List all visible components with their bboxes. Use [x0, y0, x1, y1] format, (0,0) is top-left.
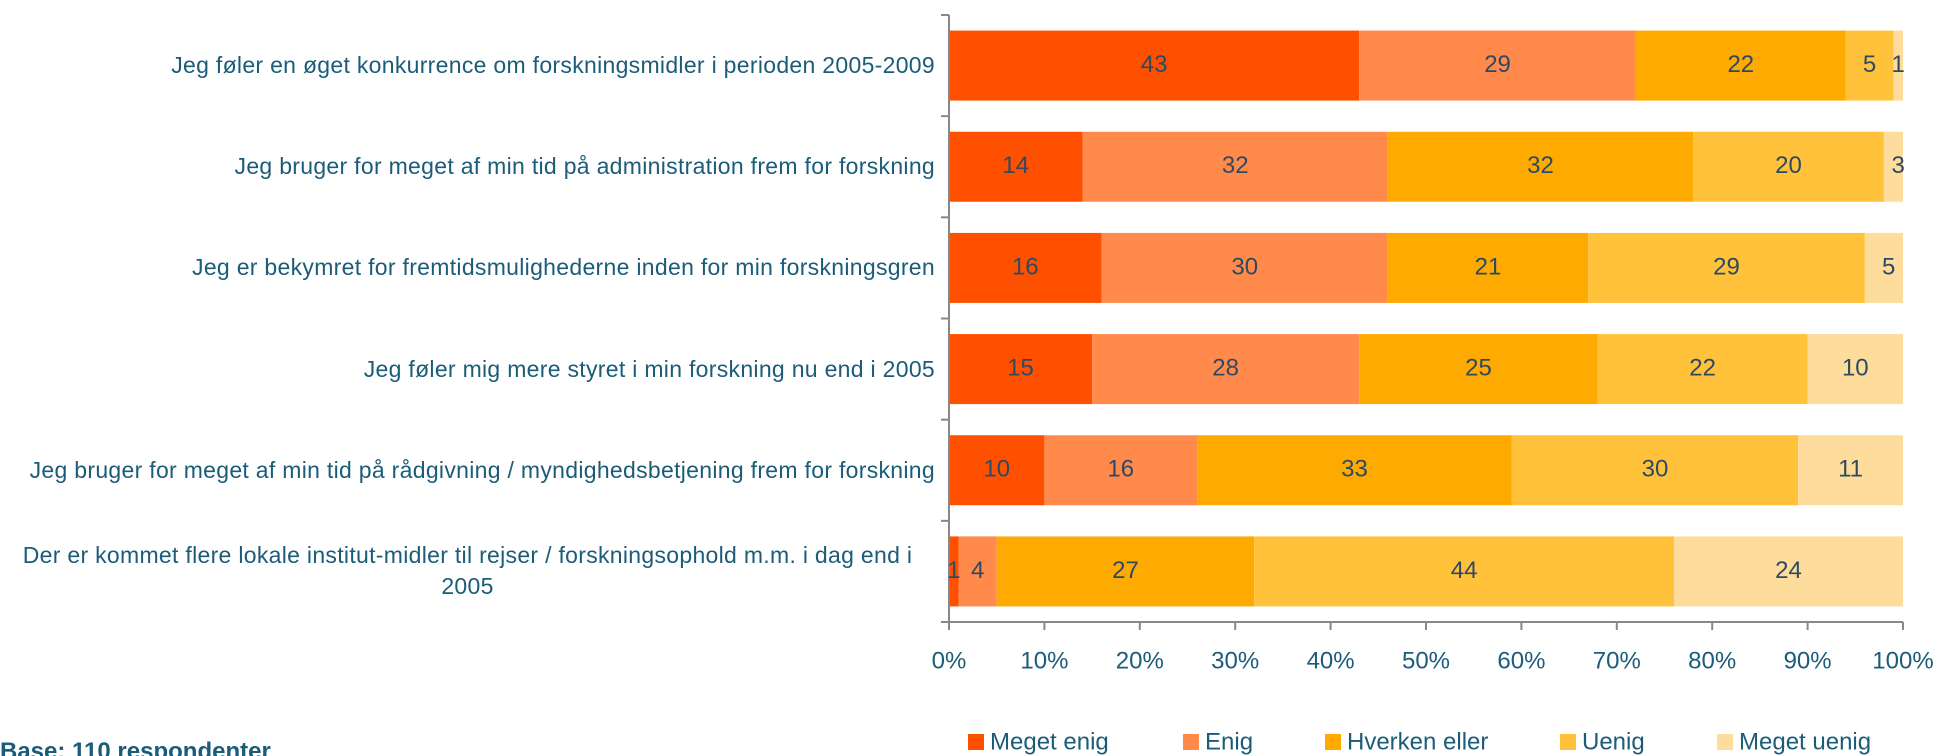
bar-segment [1635, 30, 1846, 101]
legend-swatch [1325, 734, 1341, 750]
category-label: Der er kommet flere lokale institut-midl… [0, 531, 935, 611]
value-label: 32 [1527, 152, 1554, 179]
value-label: 16 [1012, 253, 1039, 280]
value-label: 32 [1222, 152, 1249, 179]
bar-segment [958, 536, 997, 607]
x-tick-label: 80% [1688, 647, 1736, 674]
category-label: Jeg er bekymret for fremtidsmulighederne… [0, 228, 935, 308]
value-label: 16 [1107, 456, 1134, 483]
value-label: 15 [1007, 354, 1034, 381]
category-label: Jeg bruger for meget af min tid på rådgi… [0, 430, 935, 510]
bar-segment [996, 536, 1255, 607]
x-tick-label: 100% [1872, 647, 1933, 674]
x-tick-label: 20% [1116, 647, 1164, 674]
bar-segment [949, 435, 1045, 506]
bar-segment [1807, 334, 1903, 405]
x-tick-label: 40% [1307, 647, 1355, 674]
legend-swatch [1717, 734, 1733, 750]
bar-segment [1674, 536, 1903, 607]
value-label: 4 [971, 557, 984, 584]
bar-segment [949, 232, 1102, 303]
value-label: 20 [1775, 152, 1802, 179]
x-tick-label: 10% [1020, 647, 1068, 674]
legend-label: Hverken eller [1347, 728, 1488, 755]
bar-segment [1864, 232, 1903, 303]
category-label: Jeg bruger for meget af min tid på admin… [0, 127, 935, 207]
bar-segment [1597, 334, 1808, 405]
bar-segment [1254, 536, 1675, 607]
value-label: 29 [1713, 253, 1740, 280]
bar-segment [1845, 30, 1894, 101]
value-label: 44 [1451, 557, 1478, 584]
value-label: 25 [1465, 354, 1492, 381]
x-tick-label: 90% [1784, 647, 1832, 674]
legend-label: Meget enig [990, 728, 1109, 755]
annotation: Base: 110 respondenter [0, 738, 271, 756]
category-text: Jeg bruger for meget af min tid på rådgi… [29, 456, 935, 483]
bar-segment [1359, 30, 1636, 101]
value-label: 1 [1892, 51, 1905, 78]
bar-segment [1082, 131, 1388, 202]
x-tick-label: 60% [1497, 647, 1545, 674]
bar-segment [1387, 232, 1589, 303]
value-label: 5 [1882, 253, 1895, 280]
bar-segment [1798, 435, 1903, 506]
value-label: 1 [947, 557, 960, 584]
x-tick-label: 70% [1593, 647, 1641, 674]
bar-segment [1101, 232, 1388, 303]
value-label: 29 [1484, 51, 1511, 78]
bar-segment [1511, 435, 1799, 506]
value-label: 24 [1775, 557, 1802, 584]
legend-label: Meget uenig [1739, 728, 1871, 755]
legend-label: Enig [1205, 728, 1253, 755]
legend-label: Uenig [1582, 728, 1645, 755]
legend-swatch [968, 734, 984, 750]
bar-segment [1387, 131, 1694, 202]
value-label: 14 [1002, 152, 1029, 179]
value-label: 21 [1475, 253, 1502, 280]
bar-segment [1197, 435, 1512, 506]
bar-segment [1092, 334, 1360, 405]
x-tick-label: 50% [1402, 647, 1450, 674]
category-text: Jeg er bekymret for fremtidsmulighederne… [192, 254, 935, 281]
bar-segment [1893, 30, 1903, 101]
bar-segment [949, 131, 1083, 202]
bar-segment [1359, 334, 1598, 405]
value-label: 30 [1231, 253, 1258, 280]
bar-segment [1693, 131, 1884, 202]
value-label: 43 [1141, 51, 1168, 78]
category-label: Jeg føler mig mere styret i min forsknin… [0, 329, 935, 409]
bar-segment [1883, 131, 1903, 202]
value-label: 10 [1842, 354, 1869, 381]
bar-segment [949, 536, 959, 607]
bar-segment [949, 30, 1360, 101]
category-text: Jeg føler en øget konkurrence om forskni… [171, 52, 935, 79]
value-label: 10 [983, 456, 1010, 483]
category-text: Jeg føler mig mere styret i min forsknin… [363, 355, 935, 382]
category-text: Jeg bruger for meget af min tid på admin… [234, 153, 935, 180]
x-tick-label: 30% [1211, 647, 1259, 674]
bar-segment [1588, 232, 1865, 303]
bar-segment [1044, 435, 1198, 506]
category-label: Jeg føler en øget konkurrence om forskni… [0, 26, 935, 106]
value-label: 22 [1727, 51, 1754, 78]
legend-swatch [1560, 734, 1576, 750]
value-label: 33 [1341, 456, 1368, 483]
value-label: 27 [1112, 557, 1139, 584]
bar-segment [949, 334, 1093, 405]
legend-swatch [1183, 734, 1199, 750]
value-label: 22 [1689, 354, 1716, 381]
value-label: 3 [1892, 152, 1905, 179]
value-label: 30 [1642, 456, 1669, 483]
x-tick-label: 0% [932, 647, 967, 674]
value-label: 5 [1863, 51, 1876, 78]
category-text: Der er kommet flere lokale institut-midl… [22, 542, 913, 600]
bars [949, 30, 1903, 607]
value-label: 28 [1212, 354, 1239, 381]
value-label: 11 [1838, 456, 1863, 483]
